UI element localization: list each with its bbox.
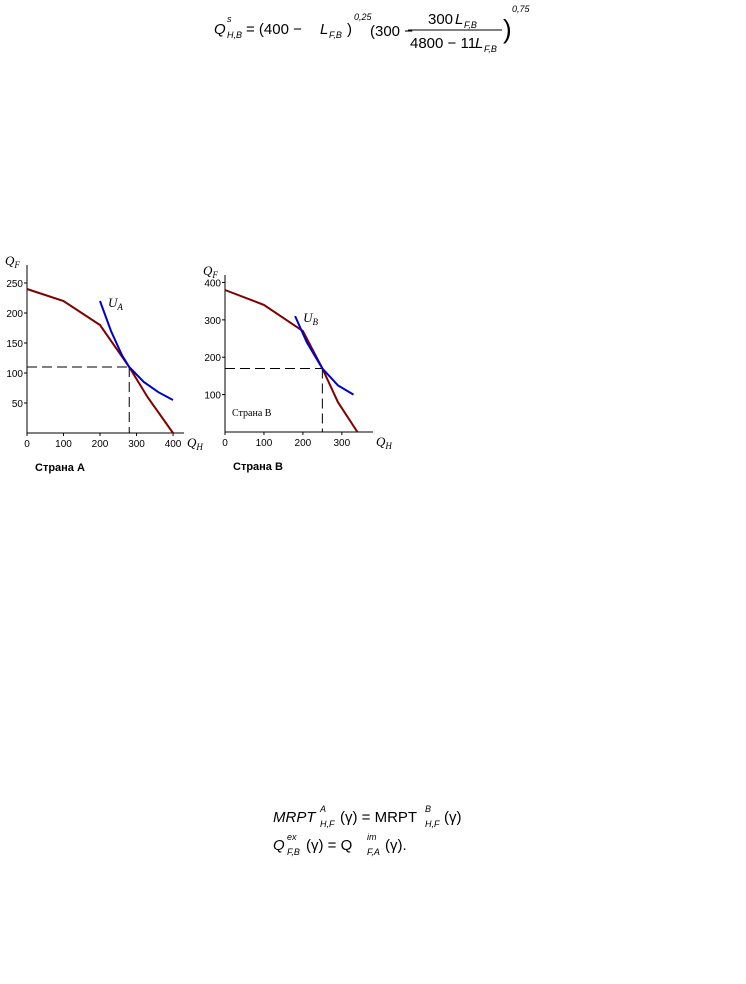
formula-top: Q s H,B = (400 − L F,B ) 0,25 (300 − 300… [214,4,531,54]
y-axis-label-main: Q [203,263,213,278]
formula-bottom: MRPT A H,F (γ) = MRPT B H,F (γ) Q ex F,B… [273,804,462,857]
x-axis-label-main: Q [187,435,197,450]
y-axis-label: QF [203,263,218,280]
superscript: 0,75 [512,4,531,14]
y-tick-label: 200 [6,309,23,320]
caption: Страна B [233,461,283,473]
symbol: Q [214,21,226,38]
superscript: B [425,804,431,814]
formula-text: ) [503,14,512,44]
subscript: F,B [484,44,497,54]
symbol: L [475,35,483,52]
y-tick-label: 250 [6,279,23,290]
symbol: MRPT [273,809,317,826]
annotation: Страна B [232,408,272,419]
y-tick-label: 100 [204,391,221,402]
curve-label: UB [303,310,318,327]
superscript: ex [287,832,297,842]
y-tick-label: 50 [12,399,24,410]
y-tick-label: 300 [204,316,221,327]
formula-text: (γ) = MRPT [340,809,417,826]
x-axis-label-main: Q [376,434,386,449]
formula-text: 300 [428,11,453,28]
curve-label-sub: A [116,302,123,312]
subscript: F,B [329,30,342,40]
subscript: F,B [287,847,300,857]
symbol: Q [273,837,285,854]
superscript: s [227,14,232,24]
x-tick-label: 0 [24,439,30,450]
formula-text: (300 − [370,23,413,40]
subscript: H,F [425,819,440,829]
curve-label-main: U [303,310,314,325]
chart: 0 100 200 300 40050100150200250QFQHUAСтрана … [5,253,203,474]
superscript: A [319,804,326,814]
caption: Страна A [35,462,85,474]
curve [26,288,174,434]
y-tick-label: 100 [6,369,23,380]
x-tick-label: 400 [165,439,182,450]
x-axis-label-sub: H [195,442,203,452]
y-tick-label: 400 [204,278,221,289]
x-axis-label: QH [376,434,392,451]
formula-text: (γ). [385,837,407,854]
curve-label: UA [108,295,123,312]
x-tick-label: 100 [55,439,72,450]
y-axis-label-main: Q [5,253,15,268]
formula-text: 4800 − 11 [410,35,476,52]
subscript: F,A [367,847,380,857]
superscript: im [367,832,377,842]
curve [224,289,359,433]
y-axis-label: QF [5,253,20,270]
y-tick-label: 150 [6,339,23,350]
x-axis-label-sub: H [384,441,392,451]
curve-label-main: U [108,295,119,310]
formula-text: ) [347,21,352,38]
x-tick-label: 300 [128,439,145,450]
curve-label-sub: B [312,317,318,327]
symbol: L [455,11,463,28]
symbol: L [320,21,328,38]
subscript: H,F [320,819,335,829]
y-axis-label-sub: F [211,270,218,280]
y-axis-label-sub: F [13,260,20,270]
curve [99,300,174,401]
subscript: H,B [227,30,242,40]
y-tick-label: 200 [204,353,221,364]
x-tick-label: 200 [295,438,312,449]
superscript: 0,25 [354,12,373,22]
x-tick-label: 300 [333,438,350,449]
subscript: F,B [464,20,477,30]
formula-text: = (400 − [246,21,302,38]
x-tick-label: 200 [92,439,109,450]
x-tick-label: 0 [222,438,228,449]
formula-text: (γ) [444,809,462,826]
x-axis-label: QH [187,435,203,452]
curve [294,315,355,396]
x-tick-label: 100 [256,438,273,449]
formula-text: (γ) = Q [306,837,352,854]
